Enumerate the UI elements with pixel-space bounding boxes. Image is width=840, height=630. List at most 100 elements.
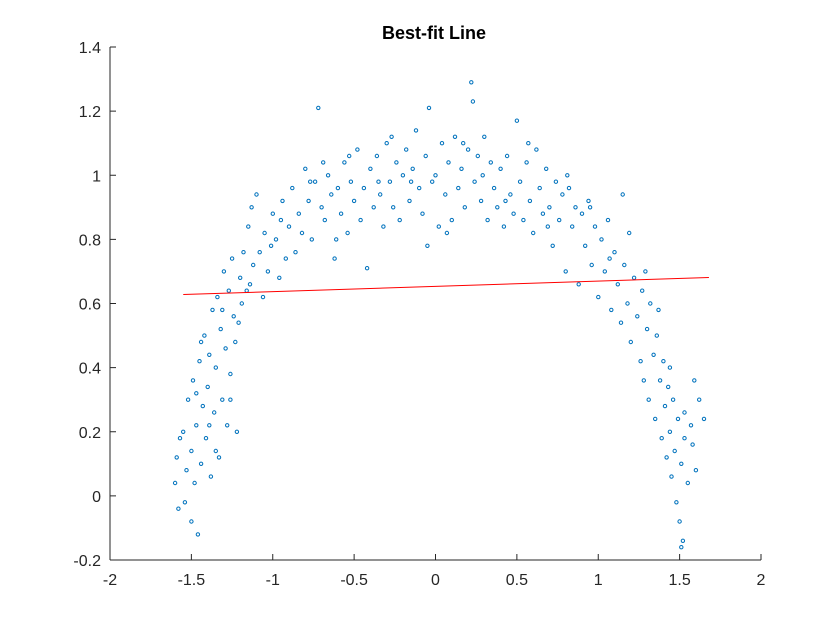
scatter-point [461, 141, 466, 146]
scatter-point [534, 147, 539, 152]
scatter-point [469, 80, 474, 85]
scatter-point [334, 237, 339, 242]
scatter-point [277, 275, 282, 280]
scatter-point [579, 211, 585, 216]
scatter-point [672, 448, 677, 454]
scatter-point [358, 217, 363, 223]
scatter-point [511, 211, 516, 216]
scatter-point [376, 179, 381, 184]
scatter-point [459, 166, 464, 172]
scatter-point [371, 205, 376, 210]
scatter-point [545, 224, 550, 229]
scatter-point [485, 217, 490, 223]
scatter-point [433, 173, 438, 178]
scatter-point [262, 230, 267, 236]
scatter-point [472, 179, 477, 184]
scatter-point [599, 237, 604, 242]
scatter-point [701, 416, 707, 422]
scatter-point [648, 301, 653, 306]
scatter-point [521, 217, 526, 223]
scatter-point [220, 307, 225, 313]
scatter-point [452, 134, 458, 140]
scatter-point [566, 185, 572, 191]
scatter-point [391, 205, 396, 210]
scatter-point [202, 333, 207, 338]
scatter-point [203, 436, 209, 441]
scatter-point [197, 359, 202, 364]
scatter-point [417, 185, 422, 191]
scatter-point [246, 224, 251, 229]
x-tick-label: -0.5 [340, 572, 368, 589]
scatter-point [364, 266, 370, 271]
scatter-point [218, 326, 223, 332]
scatter-point [446, 160, 451, 165]
scatter-point [661, 359, 666, 364]
x-tick-label: 0 [431, 572, 440, 589]
scatter-point [682, 410, 687, 415]
scatter-point [573, 205, 578, 210]
scatter-point [172, 480, 178, 486]
scatter-point [420, 211, 425, 216]
scatter-point [207, 423, 212, 428]
scatter-point [670, 397, 676, 402]
scatter-point [387, 179, 393, 184]
scatter-point [679, 545, 684, 550]
x-tick-label: 0.5 [506, 572, 528, 589]
scatter-point [384, 141, 389, 146]
scatter-point [347, 153, 352, 159]
scatter-point [236, 320, 241, 325]
scatter-point [504, 153, 510, 159]
scatter-point [656, 307, 661, 313]
scatter-point [514, 118, 520, 123]
scatter-point [475, 153, 480, 159]
y-tick-label: 0.4 [79, 361, 101, 378]
scatter-point [239, 301, 245, 306]
scatter-point [651, 352, 656, 357]
scatter-point [342, 160, 347, 165]
scatter-point [615, 282, 620, 287]
scatter-point [488, 160, 493, 165]
scatter-point [654, 333, 659, 338]
scatter-point [212, 410, 217, 415]
scatter-point [465, 147, 471, 152]
scatter-point [462, 205, 467, 210]
scatter-point [537, 185, 542, 191]
scatter-point [563, 269, 568, 274]
scatter-point [194, 391, 199, 396]
scatter-point [192, 480, 197, 486]
scatter-point [231, 314, 236, 319]
scatter-point [480, 173, 485, 178]
scatter-point [254, 192, 259, 197]
scatter-point [498, 166, 503, 172]
scatter-point [234, 429, 240, 434]
scatter-point [410, 166, 415, 172]
scatter-point [355, 147, 360, 152]
scatter-point [389, 134, 394, 140]
y-tick-label: 0.2 [79, 425, 101, 442]
scatter-point [241, 250, 246, 255]
scatter-point [631, 275, 637, 280]
y-tick-label: 0.8 [79, 232, 101, 249]
scatter-point [526, 141, 531, 146]
scatter-point [325, 173, 331, 178]
scatter-point [430, 179, 435, 184]
scatter-point [625, 301, 630, 306]
scatter-point [374, 153, 380, 159]
scatter-point [675, 416, 681, 422]
scatter-point [220, 397, 225, 402]
scatter-point [495, 205, 500, 210]
y-tick-label: 0.6 [79, 297, 101, 314]
scatter-point [425, 243, 430, 249]
scatter-point [185, 397, 191, 402]
scatter-point [181, 429, 186, 434]
scatter-point [693, 468, 699, 473]
scatter-point [174, 455, 179, 460]
scatter-point [332, 256, 337, 261]
scatter-point [666, 384, 671, 390]
scatter-point [587, 205, 593, 210]
scatter-point [244, 288, 249, 293]
scatter-point [316, 105, 321, 111]
y-tick-label: 1 [92, 168, 101, 185]
